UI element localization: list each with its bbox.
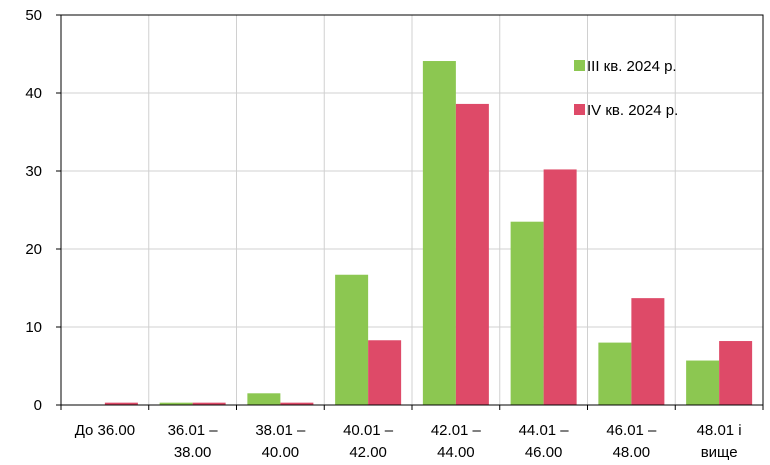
bar-series-2 <box>368 340 402 405</box>
y-axis-ticks: 0 10 20 30 40 50 <box>25 7 61 414</box>
bar-series-2 <box>455 103 489 406</box>
x-tick-label: 48.00 <box>613 444 651 461</box>
bar-series-1 <box>510 221 544 405</box>
x-tick-label: 42.00 <box>349 444 387 461</box>
y-tick-label: 10 <box>25 319 42 336</box>
bar-series-2 <box>192 402 226 405</box>
x-tick-label: 48.01 і <box>697 422 742 439</box>
bar-series-2 <box>631 298 665 405</box>
legend-swatch <box>574 60 585 71</box>
x-axis-ticks: До 36.00 36.01 – 38.00 38.01 – 40.00 40.01 – 4… <box>60 405 764 461</box>
x-tick-label: 38.00 <box>174 444 212 461</box>
bar-series-1 <box>422 61 456 406</box>
x-tick-label: 36.01 – <box>168 422 219 439</box>
x-tick-label: вище <box>701 444 738 461</box>
x-tick-label: 40.01 – <box>343 422 394 439</box>
x-tick-label: 46.01 – <box>606 422 657 439</box>
x-tick-label: 38.01 – <box>255 422 306 439</box>
bar-series-1 <box>686 360 720 405</box>
x-tick-label: 46.00 <box>525 444 563 461</box>
legend: III кв. 2024 р. IV кв. 2024 р. <box>574 58 678 119</box>
legend-label: III кв. 2024 р. <box>587 58 677 75</box>
x-tick-label: 44.00 <box>437 444 475 461</box>
bar-series-1 <box>335 274 369 405</box>
x-tick-label: 42.01 – <box>431 422 482 439</box>
legend-label: IV кв. 2024 р. <box>587 102 678 119</box>
y-tick-label: 20 <box>25 241 42 258</box>
y-tick-label: 0 <box>34 397 42 414</box>
bar-series-1 <box>247 393 281 405</box>
x-tick-label: До 36.00 <box>75 422 135 439</box>
legend-swatch <box>574 104 585 115</box>
y-tick-label: 50 <box>25 7 42 24</box>
y-tick-label: 40 <box>25 85 42 102</box>
bar-series-2 <box>104 402 138 405</box>
gridlines <box>61 15 763 405</box>
x-tick-label: 44.01 – <box>519 422 570 439</box>
y-tick-label: 30 <box>25 163 42 180</box>
bar-series-2 <box>280 402 314 405</box>
bars <box>104 61 753 406</box>
bar-series-1 <box>598 342 632 405</box>
bar-series-2 <box>719 341 753 405</box>
bar-series-1 <box>159 402 193 405</box>
bar-series-2 <box>543 169 577 405</box>
x-tick-label: 40.00 <box>262 444 300 461</box>
